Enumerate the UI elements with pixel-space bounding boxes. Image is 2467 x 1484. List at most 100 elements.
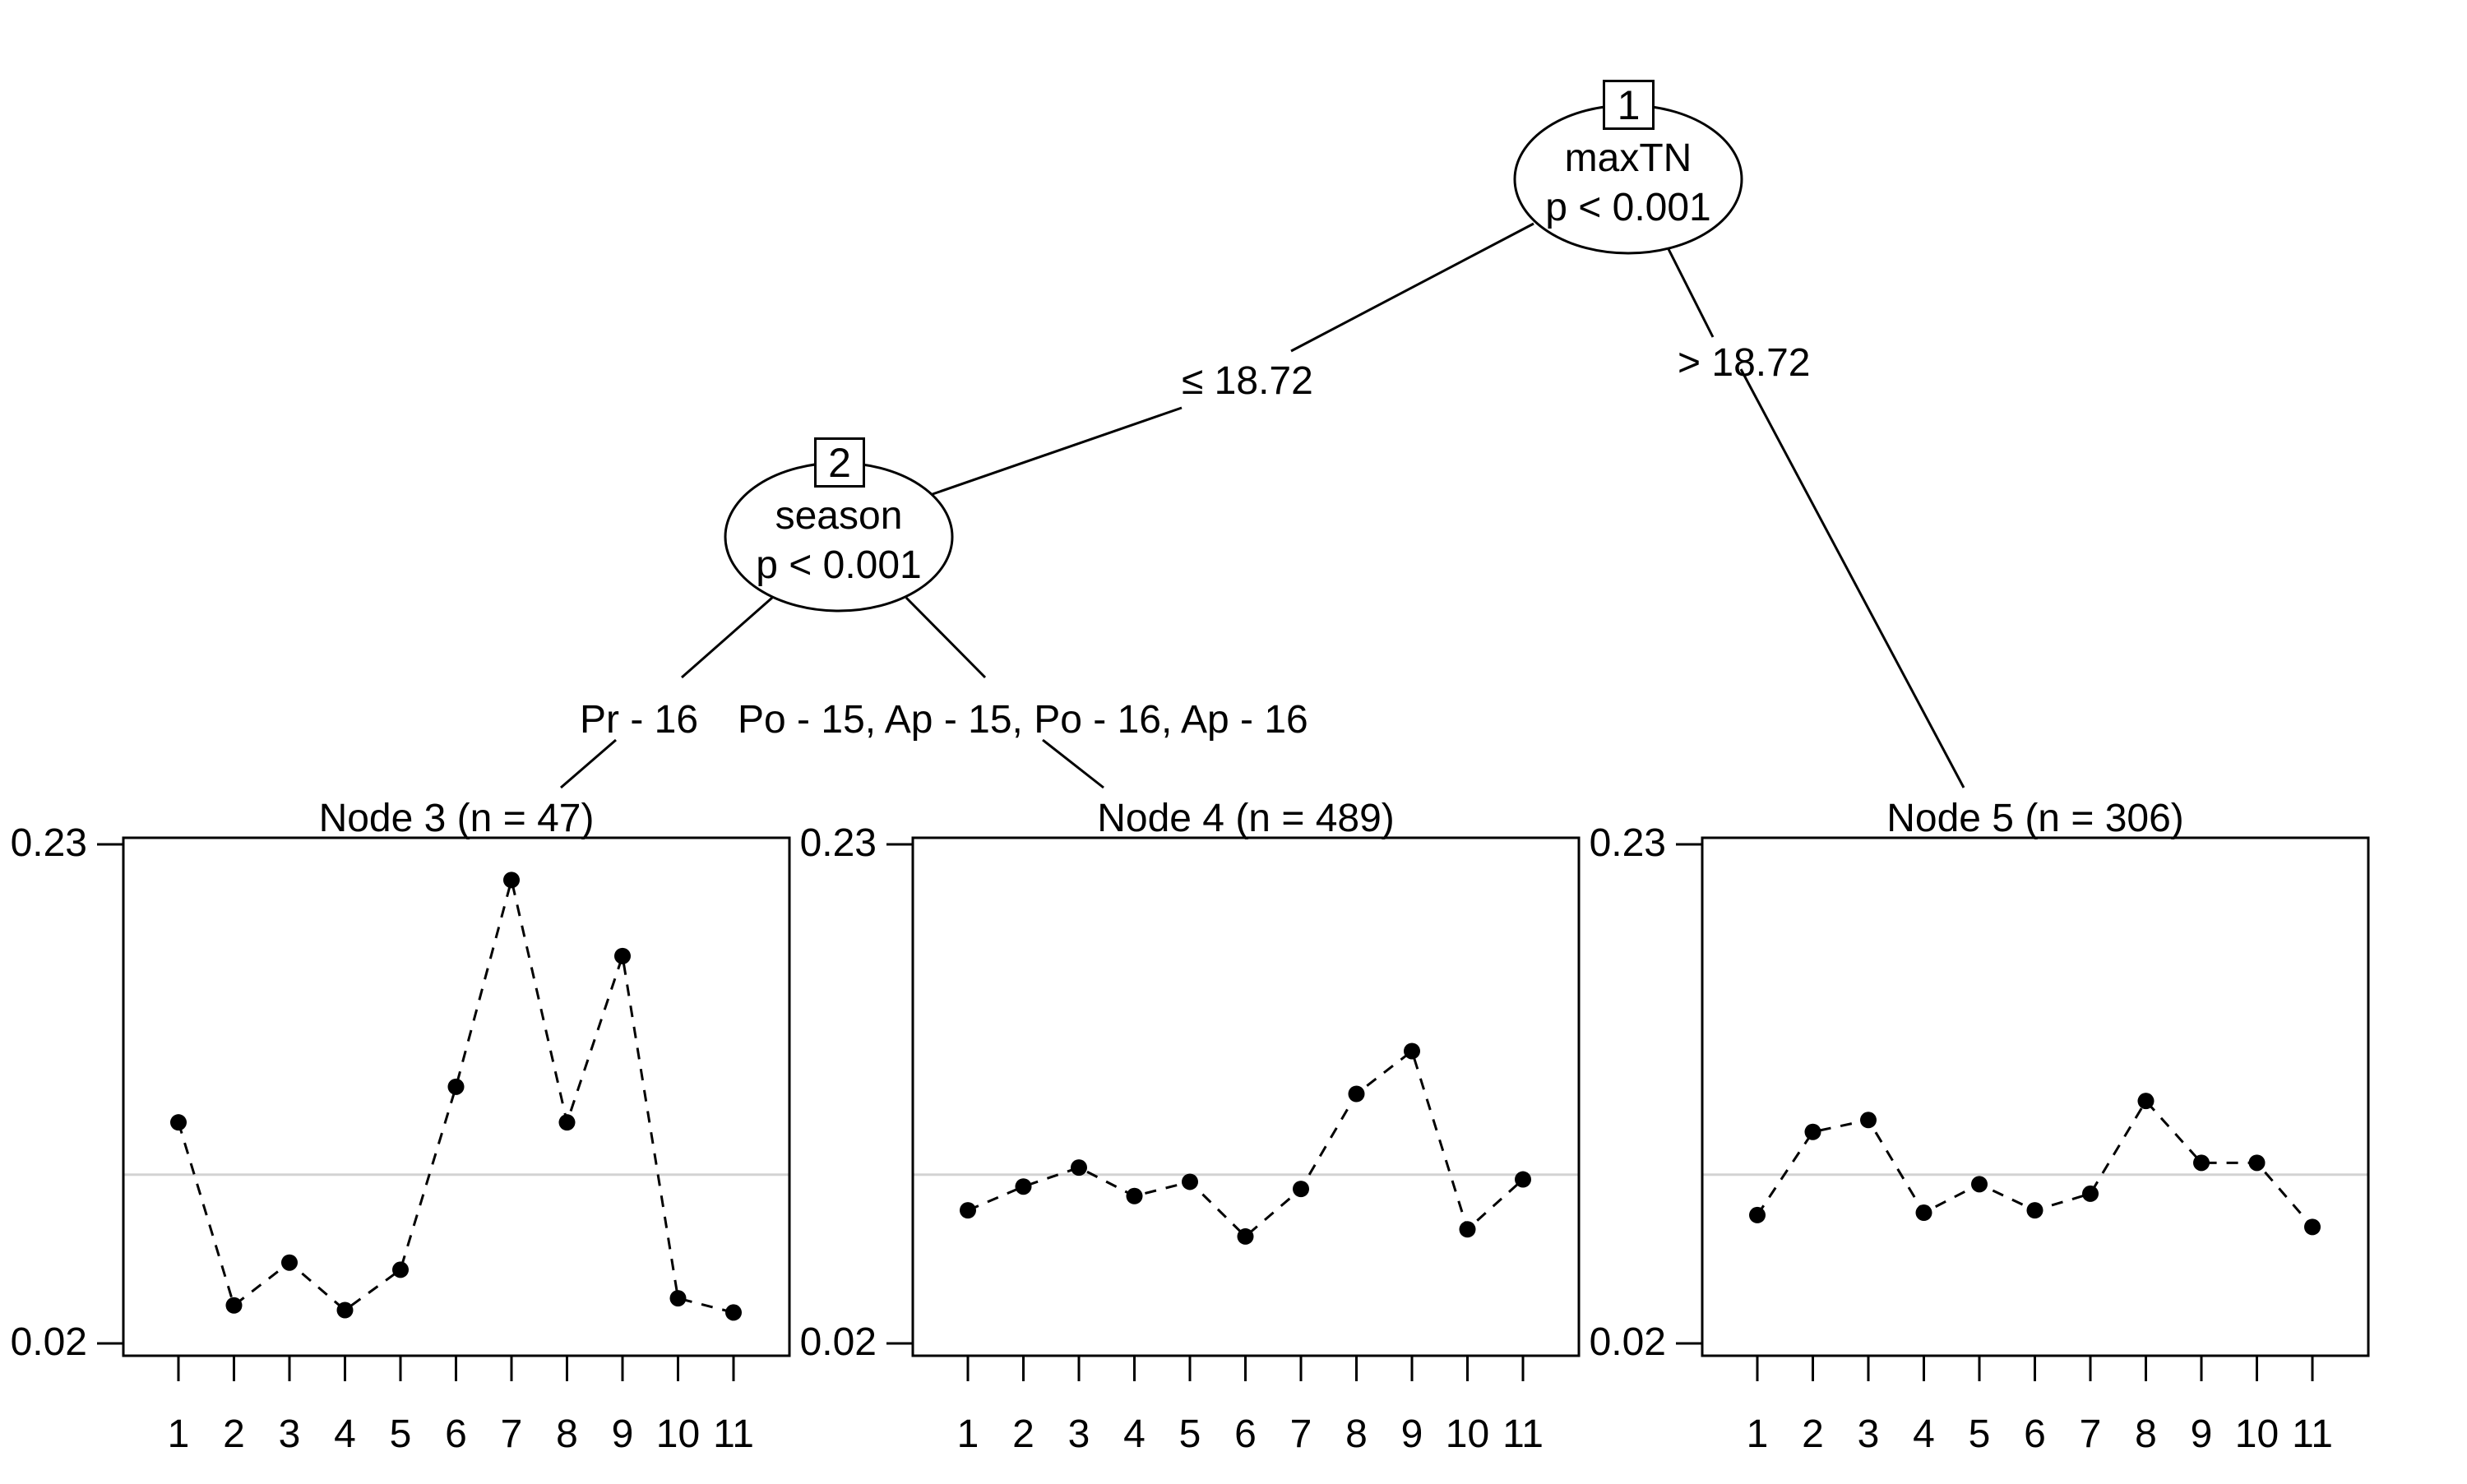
y-tick-label: 0.02: [10, 1320, 87, 1364]
x-tick-label: 2: [1802, 1412, 1824, 1456]
x-tick-label: 6: [1234, 1412, 1257, 1456]
data-point: [1860, 1112, 1877, 1129]
data-point: [1515, 1171, 1531, 1188]
data-point: [1237, 1227, 1254, 1245]
x-tick-label: 3: [278, 1412, 301, 1456]
node-2-id-box: 2: [814, 437, 865, 488]
node-1-id: 1: [1617, 81, 1641, 128]
node-2-id: 2: [828, 439, 851, 486]
data-point: [1071, 1159, 1087, 1177]
node-1-pvalue: p < 0.001: [1545, 186, 1711, 229]
data-point: [1459, 1221, 1476, 1238]
x-tick-label: 1: [956, 1412, 979, 1456]
panel-node-3: [97, 836, 791, 1381]
y-tick-label: 0.23: [1589, 821, 1666, 865]
x-tick-label: 4: [334, 1412, 356, 1456]
x-tick-label: 5: [389, 1412, 412, 1456]
edge-2-3-lower: [560, 738, 617, 789]
edge-label-po-ap: Po - 15, Ap - 15, Po - 16, Ap - 16: [738, 698, 1308, 742]
data-point: [1015, 1178, 1032, 1195]
x-tick-label: 2: [223, 1412, 245, 1456]
panel-title-node-5: Node 5 (n = 306): [1886, 797, 2184, 840]
data-point: [1804, 1123, 1821, 1140]
x-tick-label: 2: [1012, 1412, 1034, 1456]
panel-node-4: [886, 836, 1581, 1381]
x-tick-label: 9: [611, 1412, 634, 1456]
x-tick-label: 10: [1445, 1412, 1490, 1456]
data-point: [2082, 1185, 2099, 1202]
data-point: [336, 1301, 354, 1319]
data-point: [225, 1297, 243, 1314]
data-point: [281, 1254, 298, 1271]
data-point: [614, 947, 631, 964]
edge-2-3-upper: [681, 596, 773, 679]
panel-title-node-4: Node 4 (n = 489): [1097, 797, 1395, 840]
panel-frame: [1701, 836, 2370, 1357]
x-tick-label: 7: [500, 1412, 523, 1456]
x-tick-label: 4: [1913, 1412, 1935, 1456]
data-point: [170, 1114, 187, 1131]
panel-frame: [122, 836, 791, 1357]
y-tick-label: 0.02: [799, 1320, 877, 1364]
data-point: [1971, 1176, 1988, 1193]
data-point: [392, 1261, 409, 1278]
edge-label-le-18-72: ≤ 18.72: [1182, 359, 1313, 403]
data-point: [1348, 1085, 1365, 1103]
data-point: [2193, 1154, 2210, 1172]
data-point: [960, 1202, 976, 1219]
x-tick-label: 5: [1178, 1412, 1201, 1456]
panel-node-5: [1676, 836, 2370, 1381]
data-point: [558, 1114, 576, 1131]
x-tick-label: 7: [2079, 1412, 2102, 1456]
panel-title-node-3: Node 3 (n = 47): [318, 797, 595, 840]
data-point: [1404, 1042, 1420, 1060]
x-tick-label: 5: [1968, 1412, 1991, 1456]
node-2-pvalue: p < 0.001: [756, 543, 922, 587]
x-tick-label: 8: [556, 1412, 578, 1456]
x-tick-label: 7: [1289, 1412, 1312, 1456]
x-tick-label: 10: [655, 1412, 701, 1456]
x-tick-label: 3: [1067, 1412, 1090, 1456]
series-line: [177, 879, 734, 1314]
terminal-panels: [97, 836, 2370, 1381]
data-point: [725, 1304, 742, 1321]
data-point: [2137, 1093, 2155, 1110]
x-tick-label: 6: [445, 1412, 467, 1456]
edge-label-gt-18-72: > 18.72: [1678, 341, 1811, 385]
data-point: [503, 871, 520, 889]
x-tick-label: 8: [2135, 1412, 2157, 1456]
node-2-variable: season: [775, 494, 903, 538]
edge-1-2-upper: [1290, 222, 1534, 353]
series-line: [967, 1048, 1525, 1238]
x-tick-label: 1: [1746, 1412, 1769, 1456]
edge-1-5-lower: [1739, 368, 1965, 788]
edge-2-4-lower: [1042, 738, 1104, 789]
x-tick-label: 8: [1345, 1412, 1368, 1456]
x-tick-label: 9: [1400, 1412, 1423, 1456]
node-1-id-box: 1: [1603, 80, 1655, 130]
x-tick-label: 4: [1123, 1412, 1146, 1456]
edge-1-5-upper: [1667, 248, 1715, 338]
x-tick-label: 11: [713, 1412, 754, 1456]
edge-2-4-upper: [905, 596, 987, 679]
panel-frame: [911, 836, 1581, 1357]
x-tick-label: 6: [2024, 1412, 2046, 1456]
data-point: [447, 1078, 465, 1095]
y-tick-label: 0.23: [10, 821, 87, 865]
data-point: [1915, 1204, 1932, 1222]
data-point: [1126, 1187, 1143, 1204]
data-point: [669, 1290, 687, 1307]
x-tick-label: 11: [1502, 1412, 1544, 1456]
y-tick-label: 0.23: [799, 821, 877, 865]
tree-edges: [560, 222, 1965, 789]
y-tick-label: 0.02: [1589, 1320, 1666, 1364]
x-tick-label: 11: [2292, 1412, 2333, 1456]
data-point: [1293, 1181, 1309, 1198]
data-point: [2304, 1218, 2321, 1236]
x-tick-label: 9: [2190, 1412, 2213, 1456]
data-point: [1749, 1206, 1766, 1223]
edge-1-2-lower: [932, 406, 1183, 496]
data-point: [2026, 1202, 2043, 1219]
